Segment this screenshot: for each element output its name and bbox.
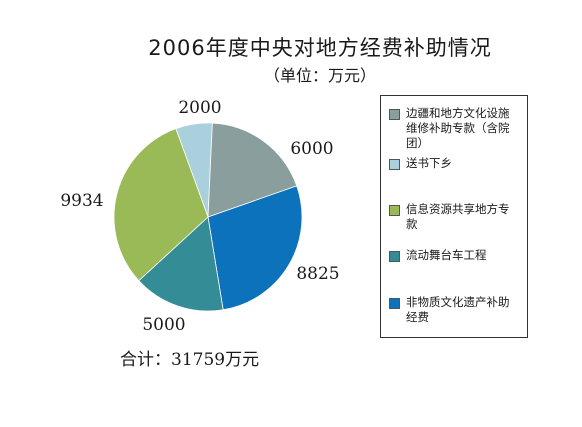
slice-mobile-stage-vehicle xyxy=(138,216,224,312)
slice-value-label: 5000 xyxy=(142,315,185,335)
legend-label: 信息资源共享地方专款 xyxy=(406,202,510,231)
slice-value-label: 6000 xyxy=(290,139,333,159)
legend-label: 送书下乡 xyxy=(406,156,452,170)
legend: 边疆和地方文化设施维修补助专款（含院团） 送书下乡 信息资源共享地方专款 流动舞… xyxy=(380,95,528,338)
legend-swatch xyxy=(389,159,400,170)
legend-item-intangible-heritage: 非物质文化遗产补助经费 xyxy=(389,295,518,325)
slice-value-label: 8825 xyxy=(296,264,339,284)
legend-item-mobile-stage-vehicle: 流动舞台车工程 xyxy=(389,248,518,263)
chart-title: 2006年度中央对地方经费补助情况 xyxy=(148,36,492,60)
legend-label: 边疆和地方文化设施维修补助专款（含院团） xyxy=(406,106,510,150)
legend-item-facility-repair: 边疆和地方文化设施维修补助专款（含院团） xyxy=(389,106,518,151)
legend-item-info-resource-sharing: 信息资源共享地方专款 xyxy=(389,202,518,232)
legend-label: 流动舞台车工程 xyxy=(406,248,487,262)
legend-swatch xyxy=(389,298,400,309)
legend-swatch xyxy=(389,109,400,120)
slice-intangible-heritage xyxy=(207,185,303,311)
slice-info-resource-sharing xyxy=(113,128,209,282)
legend-label: 非物质文化遗产补助经费 xyxy=(406,295,510,324)
legend-item-books-to-countryside: 送书下乡 xyxy=(389,156,518,171)
legend-swatch xyxy=(389,251,400,262)
legend-swatch xyxy=(389,205,400,216)
total-label: 合计：31759万元 xyxy=(120,350,260,370)
slice-value-label: 2000 xyxy=(178,98,221,118)
slice-value-label: 9934 xyxy=(60,191,103,211)
chart-subtitle: （单位：万元） xyxy=(263,66,376,85)
